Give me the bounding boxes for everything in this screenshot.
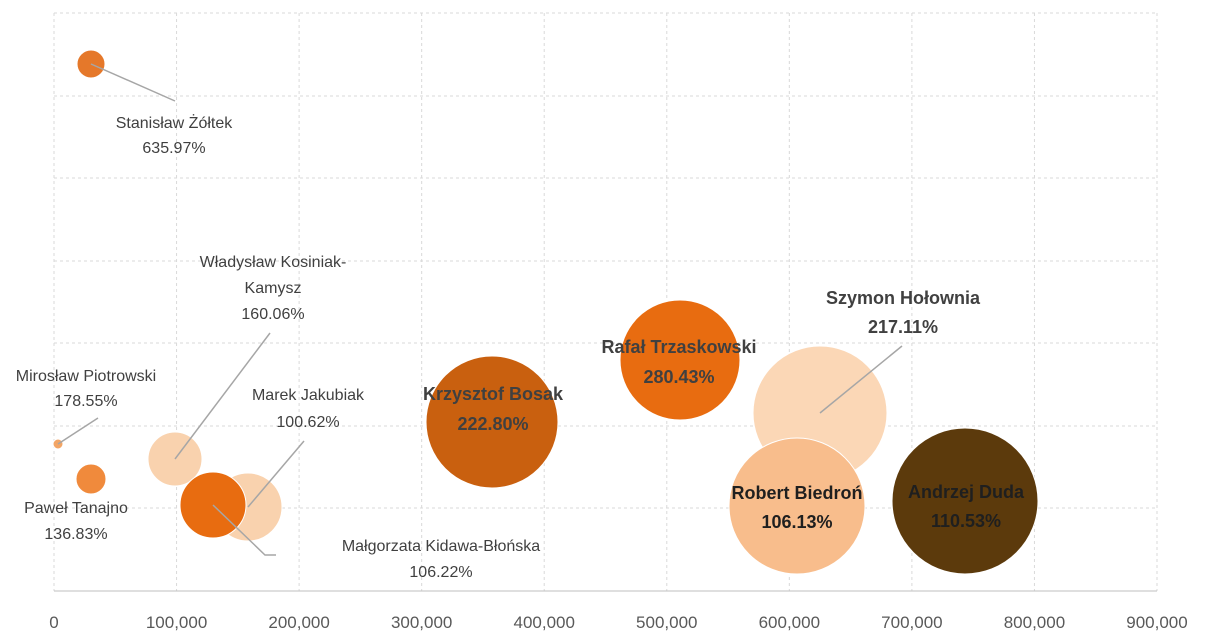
label-duda-name: Andrzej Duda bbox=[908, 482, 1025, 502]
x-tick-label: 900,000 bbox=[1126, 613, 1187, 632]
bubble-rafal-trzaskowski bbox=[619, 299, 741, 421]
bubble-krzysztof-bosak bbox=[425, 355, 559, 489]
bubbles bbox=[52, 49, 1039, 575]
leader-lines bbox=[57, 63, 903, 556]
label-piotrowski-name: Mirosław Piotrowski bbox=[16, 368, 156, 385]
label-tanajno-pct: 136.83% bbox=[44, 526, 107, 543]
label-duda-pct: 110.53% bbox=[931, 511, 1001, 531]
bubble-robert-biedron bbox=[728, 437, 866, 575]
x-tick-label: 500,000 bbox=[636, 613, 697, 632]
x-tick-label: 800,000 bbox=[1004, 613, 1065, 632]
label-trzaskowski-pct: 280.43% bbox=[643, 367, 714, 387]
x-tick-label: 400,000 bbox=[513, 613, 574, 632]
label-jakubiak-pct: 100.62% bbox=[276, 414, 339, 431]
label-kosiniak-pct: 160.06% bbox=[241, 306, 304, 323]
label-kidawa-name: Małgorzata Kidawa-Błońska bbox=[342, 538, 540, 555]
label-trzaskowski-name: Rafał Trzaskowski bbox=[601, 337, 756, 357]
bubble-pawel-tanajno bbox=[75, 463, 107, 495]
label-jakubiak-name: Marek Jakubiak bbox=[252, 387, 365, 404]
label-zoltek-name: Stanisław Żółtek bbox=[116, 113, 233, 132]
x-axis-ticks: 0 100,000 200,000 300,000 400,000 500,000 600,… bbox=[49, 613, 1187, 632]
leader-line-piotrowski bbox=[57, 417, 99, 445]
x-tick-label: 300,000 bbox=[391, 613, 452, 632]
label-bosak-name: Krzysztof Bosak bbox=[423, 384, 564, 404]
data-labels: Stanisław Żółtek 635.97% Mirosław Piotro… bbox=[16, 113, 1025, 581]
label-biedron-pct: 106.13% bbox=[761, 512, 832, 532]
x-tick-label: 600,000 bbox=[759, 613, 820, 632]
x-tick-label: 700,000 bbox=[881, 613, 942, 632]
x-tick-label: 200,000 bbox=[268, 613, 329, 632]
label-zoltek-pct: 635.97% bbox=[142, 140, 205, 157]
x-tick-label: 100,000 bbox=[146, 613, 207, 632]
label-kosiniak-name-line2: Kamysz bbox=[245, 280, 302, 297]
label-holownia-pct: 217.11% bbox=[868, 317, 938, 337]
label-piotrowski-pct: 178.55% bbox=[54, 393, 117, 410]
label-holownia-name: Szymon Hołownia bbox=[826, 288, 981, 308]
leader-line-zoltek bbox=[90, 63, 176, 102]
label-tanajno-name: Paweł Tanajno bbox=[24, 500, 128, 517]
x-tick-label: 0 bbox=[49, 613, 58, 632]
leader-line-kidawa bbox=[212, 504, 276, 556]
leader-line-kosiniak bbox=[174, 332, 271, 460]
label-biedron-name: Robert Biedroń bbox=[731, 483, 862, 503]
label-kosiniak-name-line1: Władysław Kosiniak- bbox=[200, 254, 347, 271]
bubble-andrzej-duda bbox=[891, 427, 1039, 575]
label-bosak-pct: 222.80% bbox=[457, 414, 528, 434]
label-kidawa-pct: 106.22% bbox=[409, 564, 472, 581]
leader-line-jakubiak bbox=[247, 440, 305, 508]
leader-line-holownia bbox=[819, 345, 903, 414]
